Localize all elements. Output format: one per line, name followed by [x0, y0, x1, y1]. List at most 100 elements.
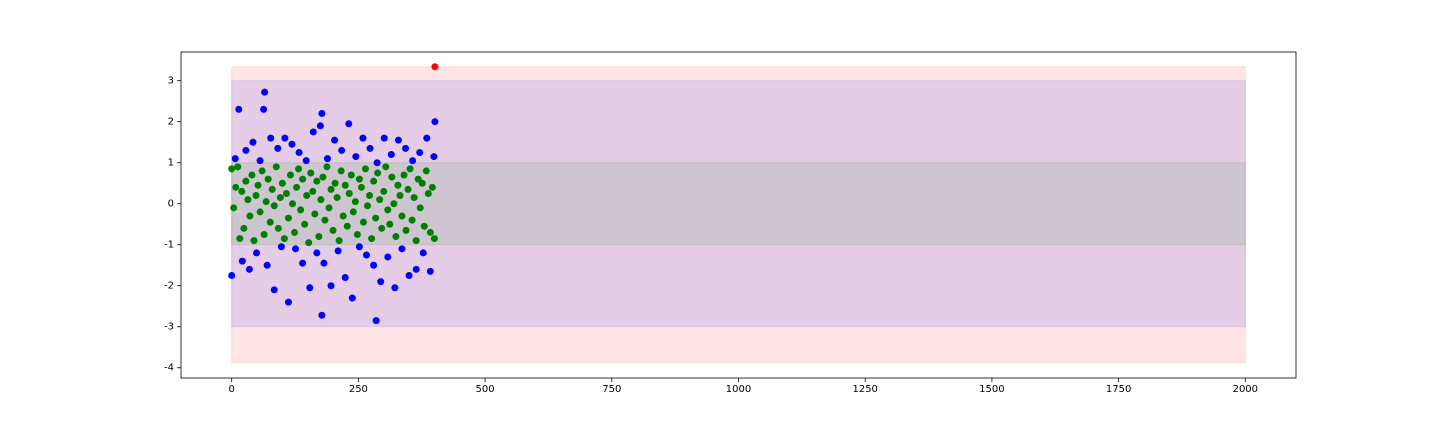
- point: [331, 179, 339, 187]
- point: [260, 230, 268, 238]
- point: [266, 218, 274, 226]
- y-tick-label: 3: [168, 76, 174, 87]
- point: [402, 144, 410, 152]
- point: [351, 198, 359, 206]
- x-tick-label: 2000: [1233, 384, 1258, 395]
- point: [355, 243, 363, 251]
- y-tick-label: 1: [168, 158, 174, 169]
- y-tick-label: 2: [168, 117, 174, 128]
- point: [384, 206, 392, 214]
- point: [236, 235, 244, 243]
- x-tick-label: 0: [228, 384, 234, 395]
- point: [301, 220, 309, 228]
- point: [307, 169, 315, 177]
- point: [412, 237, 420, 245]
- point: [386, 220, 394, 228]
- point: [382, 163, 390, 171]
- point: [327, 282, 335, 290]
- point: [359, 134, 367, 142]
- point: [396, 192, 404, 200]
- point: [309, 128, 317, 136]
- point: [420, 222, 428, 230]
- point: [424, 189, 432, 197]
- point: [270, 202, 278, 210]
- point: [246, 212, 254, 220]
- point: [238, 187, 246, 195]
- point: [292, 245, 300, 253]
- point: [272, 163, 280, 171]
- point: [320, 259, 328, 267]
- point: [293, 183, 301, 191]
- point: [323, 163, 331, 171]
- point: [384, 253, 392, 261]
- x-tick-label: 500: [476, 384, 495, 395]
- point: [232, 183, 240, 191]
- point: [357, 183, 365, 191]
- y-tick-label: -4: [164, 363, 174, 374]
- point: [228, 165, 236, 173]
- point: [412, 265, 420, 273]
- point: [321, 216, 329, 224]
- band: [231, 162, 1246, 246]
- point: [299, 259, 307, 267]
- point: [318, 110, 326, 118]
- point: [309, 187, 317, 195]
- point: [419, 249, 427, 257]
- band: [231, 80, 1246, 328]
- x-tick-label: 1750: [1106, 384, 1131, 395]
- y-tick-label: 0: [168, 199, 174, 210]
- y-tick-label: -1: [164, 240, 174, 251]
- point: [423, 134, 431, 142]
- point: [278, 179, 286, 187]
- point: [331, 136, 339, 144]
- point: [228, 271, 236, 279]
- point: [366, 192, 374, 200]
- point: [276, 194, 284, 202]
- point: [258, 167, 266, 175]
- point: [319, 173, 327, 181]
- point: [318, 311, 326, 319]
- point: [242, 146, 250, 154]
- point: [305, 239, 313, 247]
- point: [387, 151, 395, 159]
- point: [372, 317, 380, 325]
- point: [338, 146, 346, 154]
- point: [361, 165, 369, 173]
- point: [284, 214, 292, 222]
- point: [313, 177, 321, 185]
- point: [430, 153, 438, 161]
- x-tick-label: 250: [349, 384, 368, 395]
- point: [235, 105, 243, 113]
- point: [380, 187, 388, 195]
- point: [281, 134, 289, 142]
- point: [398, 245, 406, 253]
- point: [394, 181, 402, 189]
- point: [333, 194, 341, 202]
- point: [416, 204, 424, 212]
- point: [280, 235, 288, 243]
- point: [352, 153, 360, 161]
- point: [268, 185, 276, 193]
- point: [345, 120, 353, 128]
- point: [313, 249, 321, 257]
- point: [253, 249, 261, 257]
- point: [416, 148, 424, 156]
- point: [248, 171, 256, 179]
- point: [347, 171, 355, 179]
- point: [406, 165, 414, 173]
- point: [244, 196, 252, 204]
- point: [394, 136, 402, 144]
- point: [343, 222, 351, 230]
- point: [261, 88, 269, 96]
- point: [317, 196, 325, 204]
- point: [299, 175, 307, 183]
- point: [400, 171, 408, 179]
- x-tick-label: 1500: [979, 384, 1004, 395]
- point: [366, 144, 374, 152]
- point: [303, 192, 311, 200]
- point: [392, 233, 400, 241]
- point: [404, 185, 412, 193]
- point: [277, 243, 285, 251]
- point: [373, 159, 381, 167]
